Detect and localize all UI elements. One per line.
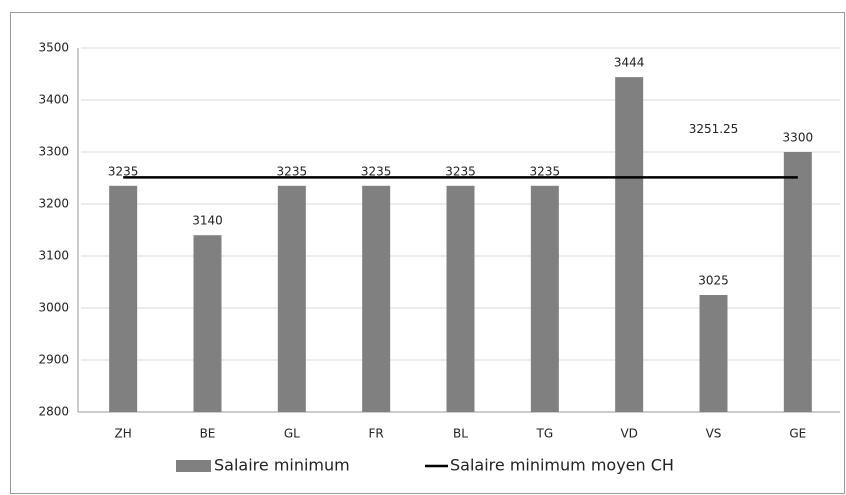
y-tick-label: 3400 (38, 93, 69, 107)
legend-swatch (176, 460, 211, 472)
bar (699, 295, 728, 412)
y-tick-label: 2900 (38, 353, 69, 367)
x-tick-label: ZH (115, 427, 132, 441)
x-tick-label: GE (789, 427, 806, 441)
data-label: 3140 (192, 214, 223, 228)
bar (783, 152, 812, 412)
data-label: 3235 (277, 164, 308, 178)
data-label: 3025 (698, 274, 729, 288)
x-tick-label: VD (620, 427, 637, 441)
x-tick-label: TG (536, 427, 554, 441)
x-tick-label: GL (284, 427, 300, 441)
legend-label: Salaire minimum (214, 456, 350, 475)
x-tick-label: VS (706, 427, 722, 441)
data-label: 3235 (445, 164, 476, 178)
chart-border (10, 12, 845, 494)
bar (277, 185, 306, 412)
x-tick-label: FR (369, 427, 384, 441)
y-tick-label: 3300 (38, 145, 69, 159)
data-label: 3235 (530, 164, 561, 178)
bar (362, 185, 391, 412)
legend-label: Salaire minimum moyen CH (450, 456, 674, 475)
bar (193, 235, 222, 412)
data-label: 3251.25 (689, 122, 739, 136)
bar (446, 185, 475, 412)
y-tick-label: 3000 (38, 301, 69, 315)
x-tick-label: BL (453, 427, 468, 441)
y-tick-label: 2800 (38, 405, 69, 419)
bar (615, 77, 644, 413)
y-tick-label: 3100 (38, 249, 69, 263)
data-label: 3444 (614, 56, 645, 70)
y-tick-label: 3200 (38, 197, 69, 211)
bar (109, 185, 138, 412)
x-tick-label: BE (200, 427, 216, 441)
data-label: 3235 (361, 164, 392, 178)
y-tick-label: 3500 (38, 41, 69, 55)
data-label: 3235 (108, 164, 139, 178)
bar (530, 185, 559, 412)
data-label: 3300 (783, 131, 814, 145)
